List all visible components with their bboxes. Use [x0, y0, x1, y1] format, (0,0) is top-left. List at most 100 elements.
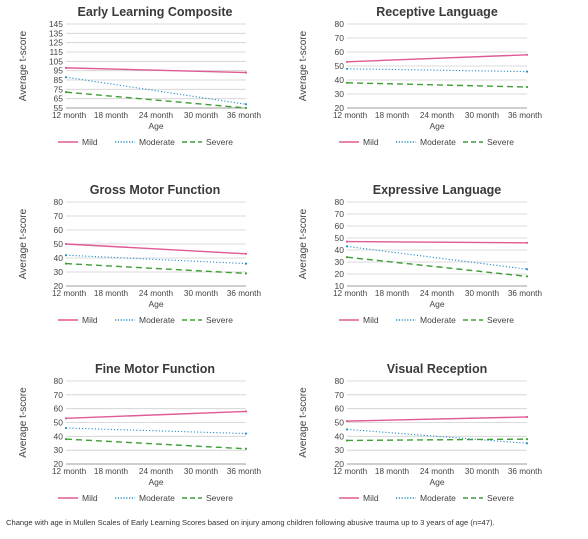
y-axis-label: Average t-score	[298, 387, 309, 458]
chart-panel-5: Fine Motor Function 20 30 40 50 60 70 80 12 mont…	[18, 362, 261, 503]
x-tick-label: 12 month	[52, 111, 87, 120]
y-tick-label: 80	[335, 19, 345, 29]
legend-label-moderate: Moderate	[139, 493, 175, 503]
y-tick-label: 20	[335, 103, 345, 113]
legend-label-mild: Mild	[363, 493, 379, 503]
chart-title: Early Learning Composite	[78, 5, 233, 19]
legend-label-moderate: Moderate	[139, 137, 175, 147]
x-tick-label: 30 month	[184, 289, 219, 298]
data-point-mild	[525, 53, 529, 56]
data-point-severe	[64, 438, 68, 441]
x-tick-label: 24 month	[139, 289, 174, 298]
chart-title: Visual Reception	[387, 362, 488, 376]
data-point-moderate	[64, 76, 68, 79]
data-point-mild	[64, 242, 68, 246]
series-line-moderate	[346, 428, 528, 444]
figure-caption: Change with age in Mullen Scales of Earl…	[6, 518, 495, 527]
chart-title: Receptive Language	[376, 5, 498, 19]
data-point-severe	[345, 81, 349, 84]
series-line-moderate	[65, 254, 247, 265]
data-point-mild	[64, 66, 68, 69]
legend-label-moderate: Moderate	[139, 315, 175, 325]
y-tick-label: 70	[335, 209, 345, 219]
y-tick-label: 115	[49, 47, 63, 57]
legend-label-mild: Mild	[82, 493, 98, 503]
y-tick-label: 50	[54, 418, 64, 428]
x-tick-label: 18 month	[94, 111, 129, 120]
x-tick-label: 12 month	[333, 467, 368, 476]
y-tick-label: 40	[335, 245, 345, 255]
series-line-mild	[65, 243, 247, 255]
chart-panel-6: Visual Reception 20 30 40 50 60 70 80 12 month 18…	[298, 362, 542, 503]
y-tick-label: 70	[335, 33, 345, 43]
legend-label-moderate: Moderate	[420, 137, 456, 147]
y-tick-label: 40	[54, 431, 64, 441]
x-tick-label: 12 month	[333, 289, 368, 298]
legend-label-severe: Severe	[487, 137, 514, 147]
series-line-mild	[346, 240, 528, 244]
y-tick-label: 30	[335, 89, 345, 99]
y-tick-label: 80	[335, 376, 345, 386]
chart-panel-1: Early Learning Composite 5565758595105115…	[18, 5, 261, 147]
y-tick-label: 30	[54, 445, 64, 455]
x-axis-label: Age	[429, 299, 444, 309]
y-tick-label: 10	[335, 281, 345, 291]
y-tick-label: 60	[335, 404, 345, 414]
y-axis-label: Average t-score	[18, 30, 29, 101]
legend-label-severe: Severe	[206, 137, 233, 147]
x-tick-label: 24 month	[139, 467, 174, 476]
x-axis-label: Age	[429, 477, 444, 487]
x-tick-label: 30 month	[184, 111, 219, 120]
data-point-moderate	[525, 442, 529, 445]
data-point-severe	[64, 262, 68, 265]
data-point-mild	[345, 240, 349, 243]
x-tick-label: 12 month	[333, 111, 368, 120]
y-tick-label: 60	[54, 225, 64, 235]
series-line-severe	[346, 256, 528, 278]
y-tick-label: 40	[54, 253, 64, 263]
data-point-severe	[64, 91, 68, 94]
series-line-mild	[65, 410, 247, 420]
x-tick-label: 24 month	[420, 467, 455, 476]
data-point-severe	[525, 438, 529, 441]
chart-panel-4: Expressive Language 10 20 30 40 50 60 70 80 12 mo…	[298, 183, 542, 325]
series-line-severe	[346, 82, 528, 88]
y-tick-label: 70	[335, 390, 345, 400]
y-tick-label: 60	[54, 404, 64, 414]
y-tick-label: 55	[54, 103, 64, 113]
y-tick-label: 85	[54, 75, 64, 85]
legend-label-severe: Severe	[206, 493, 233, 503]
x-tick-label: 18 month	[375, 111, 410, 120]
chart-panel-2: Receptive Language 20 30 40 50 60 70 80 12 month…	[298, 5, 542, 147]
data-point-severe	[345, 256, 349, 259]
x-tick-label: 30 month	[184, 467, 219, 476]
y-tick-label: 50	[54, 239, 64, 249]
y-tick-label: 50	[335, 61, 345, 71]
data-point-mild	[244, 71, 248, 74]
y-tick-label: 80	[54, 197, 64, 207]
x-tick-label: 18 month	[375, 289, 410, 298]
x-tick-label: 18 month	[94, 289, 129, 298]
y-axis-label: Average t-score	[18, 208, 29, 279]
data-point-mild	[525, 241, 529, 244]
data-point-moderate	[345, 428, 349, 431]
y-tick-label: 40	[335, 431, 345, 441]
series-line-moderate	[65, 427, 247, 435]
series-line-severe	[65, 262, 247, 275]
data-point-mild	[244, 252, 248, 255]
x-axis-label: Age	[148, 477, 163, 487]
series-line-severe	[65, 438, 247, 450]
data-point-mild	[345, 420, 349, 423]
y-tick-label: 125	[49, 38, 63, 48]
x-tick-label: 36 month	[508, 289, 543, 298]
x-axis-label: Age	[429, 121, 444, 131]
y-tick-label: 65	[54, 94, 64, 104]
legend-label-moderate: Moderate	[420, 315, 456, 325]
legend-label-mild: Mild	[363, 315, 379, 325]
x-tick-label: 18 month	[94, 467, 129, 476]
x-tick-label: 24 month	[420, 111, 455, 120]
data-point-mild	[525, 415, 529, 419]
data-point-severe	[525, 85, 529, 89]
series-line-mild	[346, 416, 528, 422]
x-axis-label: Age	[148, 121, 163, 131]
